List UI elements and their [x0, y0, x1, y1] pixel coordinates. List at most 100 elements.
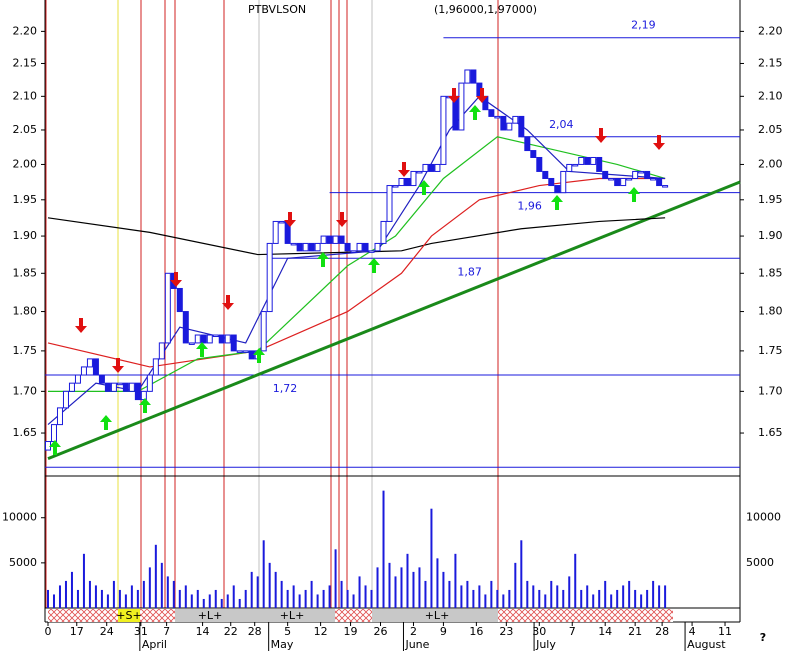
x-tick-label: 22	[224, 625, 238, 638]
x-tick-label: 12	[314, 625, 328, 638]
candle	[272, 220, 279, 244]
candle	[488, 109, 495, 117]
volume-bar	[610, 594, 613, 608]
volume-bar	[292, 585, 295, 608]
volume-bar	[412, 571, 415, 608]
volume-bar	[322, 589, 325, 608]
volume-tick-label: 5000	[9, 556, 37, 569]
candle	[110, 382, 117, 392]
volume-bar	[628, 580, 631, 608]
level-label: 2,04	[549, 118, 574, 131]
y-tick-label: 2.05	[758, 123, 783, 136]
volume-bar	[358, 576, 361, 608]
volume-bar	[394, 576, 397, 608]
candle	[320, 235, 327, 244]
candle	[428, 163, 435, 172]
candle	[644, 170, 651, 179]
volume-bar	[130, 585, 133, 608]
candle	[98, 374, 105, 384]
candle	[44, 441, 51, 451]
candle	[470, 69, 477, 84]
month-label: July	[535, 638, 556, 651]
level-label: 2,19	[631, 19, 656, 32]
candle	[56, 407, 63, 426]
strip-label: +L+	[280, 609, 305, 622]
volume-bar	[112, 580, 115, 608]
candle	[122, 382, 129, 392]
x-tick-label: 2	[410, 625, 417, 638]
volume-bar	[142, 580, 145, 608]
help-button[interactable]: ?	[760, 631, 766, 644]
candle	[512, 115, 519, 124]
volume-bar	[58, 585, 61, 608]
x-tick-label: 21	[628, 625, 642, 638]
strip-label: +L+	[198, 609, 223, 622]
volume-bar	[250, 571, 253, 608]
level-label: 1,72	[273, 382, 298, 395]
candle	[266, 242, 273, 313]
candle	[494, 115, 501, 119]
x-tick-label: 31	[134, 625, 148, 638]
candle	[650, 177, 657, 181]
volume-bar	[580, 589, 583, 608]
volume-bar	[622, 585, 625, 608]
x-tick-label: 5	[284, 625, 291, 638]
x-tick-label: 28	[248, 625, 262, 638]
x-tick-label: 14	[196, 625, 210, 638]
candle	[224, 334, 231, 344]
month-label: August	[687, 638, 726, 651]
candle	[296, 242, 303, 252]
candle	[626, 177, 633, 181]
candle	[194, 334, 201, 344]
level-label: 1,87	[457, 265, 482, 278]
volume-bar	[76, 589, 79, 608]
candle	[182, 311, 189, 344]
candle	[368, 250, 375, 253]
y-tick-label: 1.65	[758, 426, 783, 439]
volume-bar	[136, 589, 139, 608]
x-tick-label: 7	[163, 625, 170, 638]
candle	[314, 242, 321, 252]
candle	[128, 382, 135, 392]
volume-bar	[598, 589, 601, 608]
x-tick-label: 23	[499, 625, 513, 638]
volume-bar	[118, 589, 121, 608]
candle	[152, 358, 159, 376]
volume-bar	[196, 589, 199, 608]
y-tick-label: 2.00	[13, 157, 38, 170]
candle	[278, 220, 285, 224]
y-tick-label: 1.85	[758, 266, 783, 279]
strip: +S+ +L+ +L+ +L+	[48, 609, 673, 622]
moving-average	[47, 136, 666, 392]
volume-tick-label: 10000	[2, 511, 37, 524]
candle	[548, 177, 555, 187]
candle	[662, 185, 669, 188]
volume-bar	[430, 508, 433, 608]
volume-bar	[556, 585, 559, 608]
volume-bar	[286, 589, 289, 608]
volume-bar	[508, 589, 511, 608]
y-tick-label: 2.20	[13, 24, 38, 37]
volume-bar	[634, 589, 637, 608]
candle	[434, 163, 441, 172]
volume-bar	[454, 553, 457, 608]
volume-bar	[124, 594, 127, 608]
volume-bar	[514, 562, 517, 608]
candle	[86, 358, 93, 368]
candle	[158, 342, 165, 360]
volume-bar	[280, 580, 283, 608]
y-tick-label: 1.95	[13, 193, 38, 206]
y-tick-label: 1.70	[13, 384, 38, 397]
y-tick-label: 2.10	[758, 89, 783, 102]
x-tick-label: 9	[440, 625, 447, 638]
volume-bar	[64, 580, 67, 608]
volume-bar	[88, 580, 91, 608]
volume-bar	[520, 540, 523, 608]
y-tick-label: 1.70	[758, 384, 783, 397]
y-tick-label: 1.75	[758, 344, 783, 357]
candle	[596, 156, 603, 172]
volume-bar	[646, 589, 649, 608]
candle	[236, 350, 243, 353]
